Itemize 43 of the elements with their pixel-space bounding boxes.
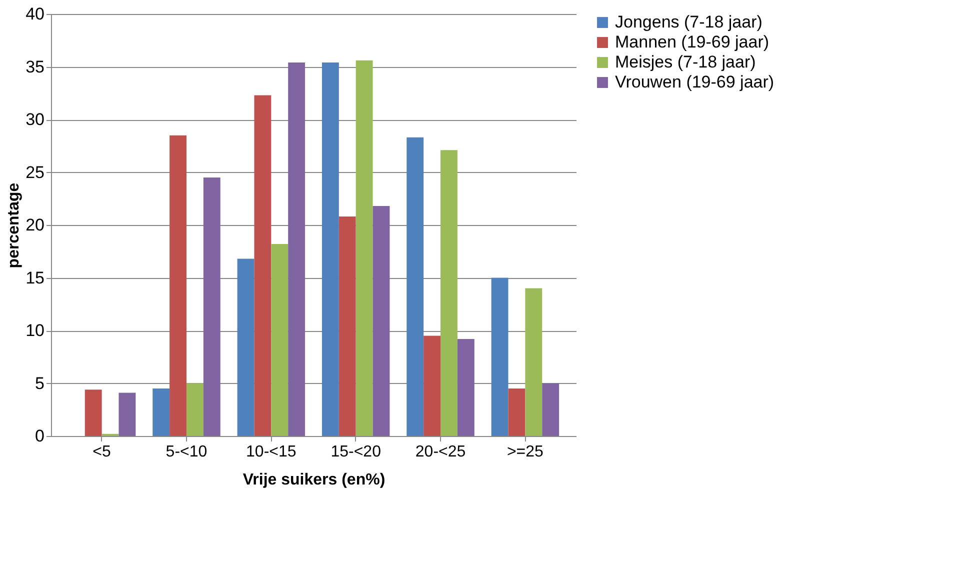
bar: [338, 216, 356, 436]
bar: [406, 137, 424, 436]
x-tick-label: 10-<15: [246, 444, 296, 460]
bar: [152, 388, 170, 436]
bar: [356, 60, 373, 436]
x-tick-label: 5-<10: [166, 444, 208, 460]
bar: [203, 178, 220, 436]
legend-label: Meisjes (7-18 jaar): [615, 52, 756, 72]
bar: [424, 336, 441, 436]
bar: [440, 150, 458, 436]
y-tick-label: 20: [26, 216, 44, 234]
legend-label: Mannen (19-69 jaar): [615, 32, 770, 52]
y-tick-label: 5: [35, 374, 44, 393]
bar: [542, 383, 560, 436]
y-tick-label: 35: [26, 57, 44, 76]
y-tick-label: 25: [26, 162, 44, 182]
y-tick-label: 30: [26, 110, 44, 129]
bar: [237, 258, 254, 436]
bar: [118, 392, 136, 436]
x-axis-title: Vrije suikers (en%): [242, 472, 386, 488]
legend-label: Vrouwen (19-69 jaar): [615, 72, 774, 92]
bar: [288, 62, 306, 436]
bar: [491, 278, 508, 436]
bar: [186, 383, 204, 436]
y-tick-label: 40: [26, 4, 44, 24]
bar: [457, 338, 474, 436]
bar: [254, 95, 272, 436]
y-tick-label: 15: [26, 268, 44, 288]
bar: [508, 388, 526, 436]
bar: [170, 135, 186, 436]
x-tick-label: <5: [92, 444, 112, 460]
bar: [84, 390, 102, 436]
x-tick-label: >=25: [506, 444, 544, 460]
y-tick-label: 10: [26, 321, 44, 340]
y-axis-title: percentage: [6, 182, 23, 268]
y-tick-label: 0: [35, 426, 44, 446]
x-tick-label: 15-<20: [330, 444, 382, 460]
bar: [525, 288, 542, 436]
bar: [322, 62, 339, 436]
bar: [372, 206, 390, 436]
legend-label: Jongens (7-18 jaar): [615, 12, 762, 32]
bar: [271, 244, 288, 436]
x-tick-label: 20-<25: [415, 444, 466, 460]
